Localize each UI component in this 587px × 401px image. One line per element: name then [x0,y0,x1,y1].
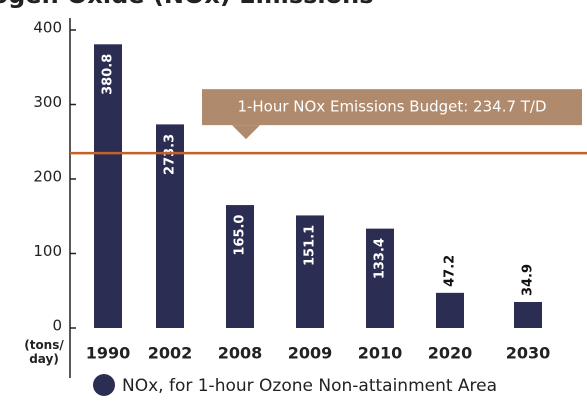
annotation-box [202,89,582,126]
legend-marker [93,374,115,396]
x-tick-label: 2030 [506,344,551,363]
y-tick-label: 200 [33,168,62,186]
y-tick-label: 300 [33,93,62,111]
bar [94,44,122,328]
x-tick-label: 2002 [148,344,193,363]
value-label: 151.1 [303,225,318,266]
x-tick-label: 2008 [218,344,263,363]
value-label: 34.9 [521,264,536,296]
bar [296,215,324,328]
x-tick-label: 1990 [86,344,131,363]
value-label: 380.8 [101,54,116,95]
bar [436,292,464,328]
value-label: 47.2 [443,255,458,287]
annotation-text: 1-Hour NOx Emissions Budget: 234.7 T/D [237,98,546,116]
x-tick-label: 2020 [428,344,473,363]
y-axis-label: (tons/day) [24,338,64,366]
y-axis-label-line: day) [29,352,59,366]
value-label: 133.4 [373,238,388,279]
y-tick-label: 400 [33,19,62,37]
legend-label: NOx, for 1-hour Ozone Non-attainment Are… [122,376,497,396]
value-label: 165.0 [233,215,248,256]
annotation-pointer [232,125,260,140]
bar [156,124,184,328]
x-tick-label: 2010 [358,344,403,363]
y-tick-label: 100 [33,242,62,260]
y-axis-label-line: (tons/ [24,338,64,352]
x-tick-label: 2009 [288,344,333,363]
bar [366,228,394,328]
chart-title: Nitrogen Oxide (NOx) Emissions [0,0,373,9]
y-tick-label: 0 [52,317,62,335]
bar [514,301,542,328]
bar [226,205,254,328]
